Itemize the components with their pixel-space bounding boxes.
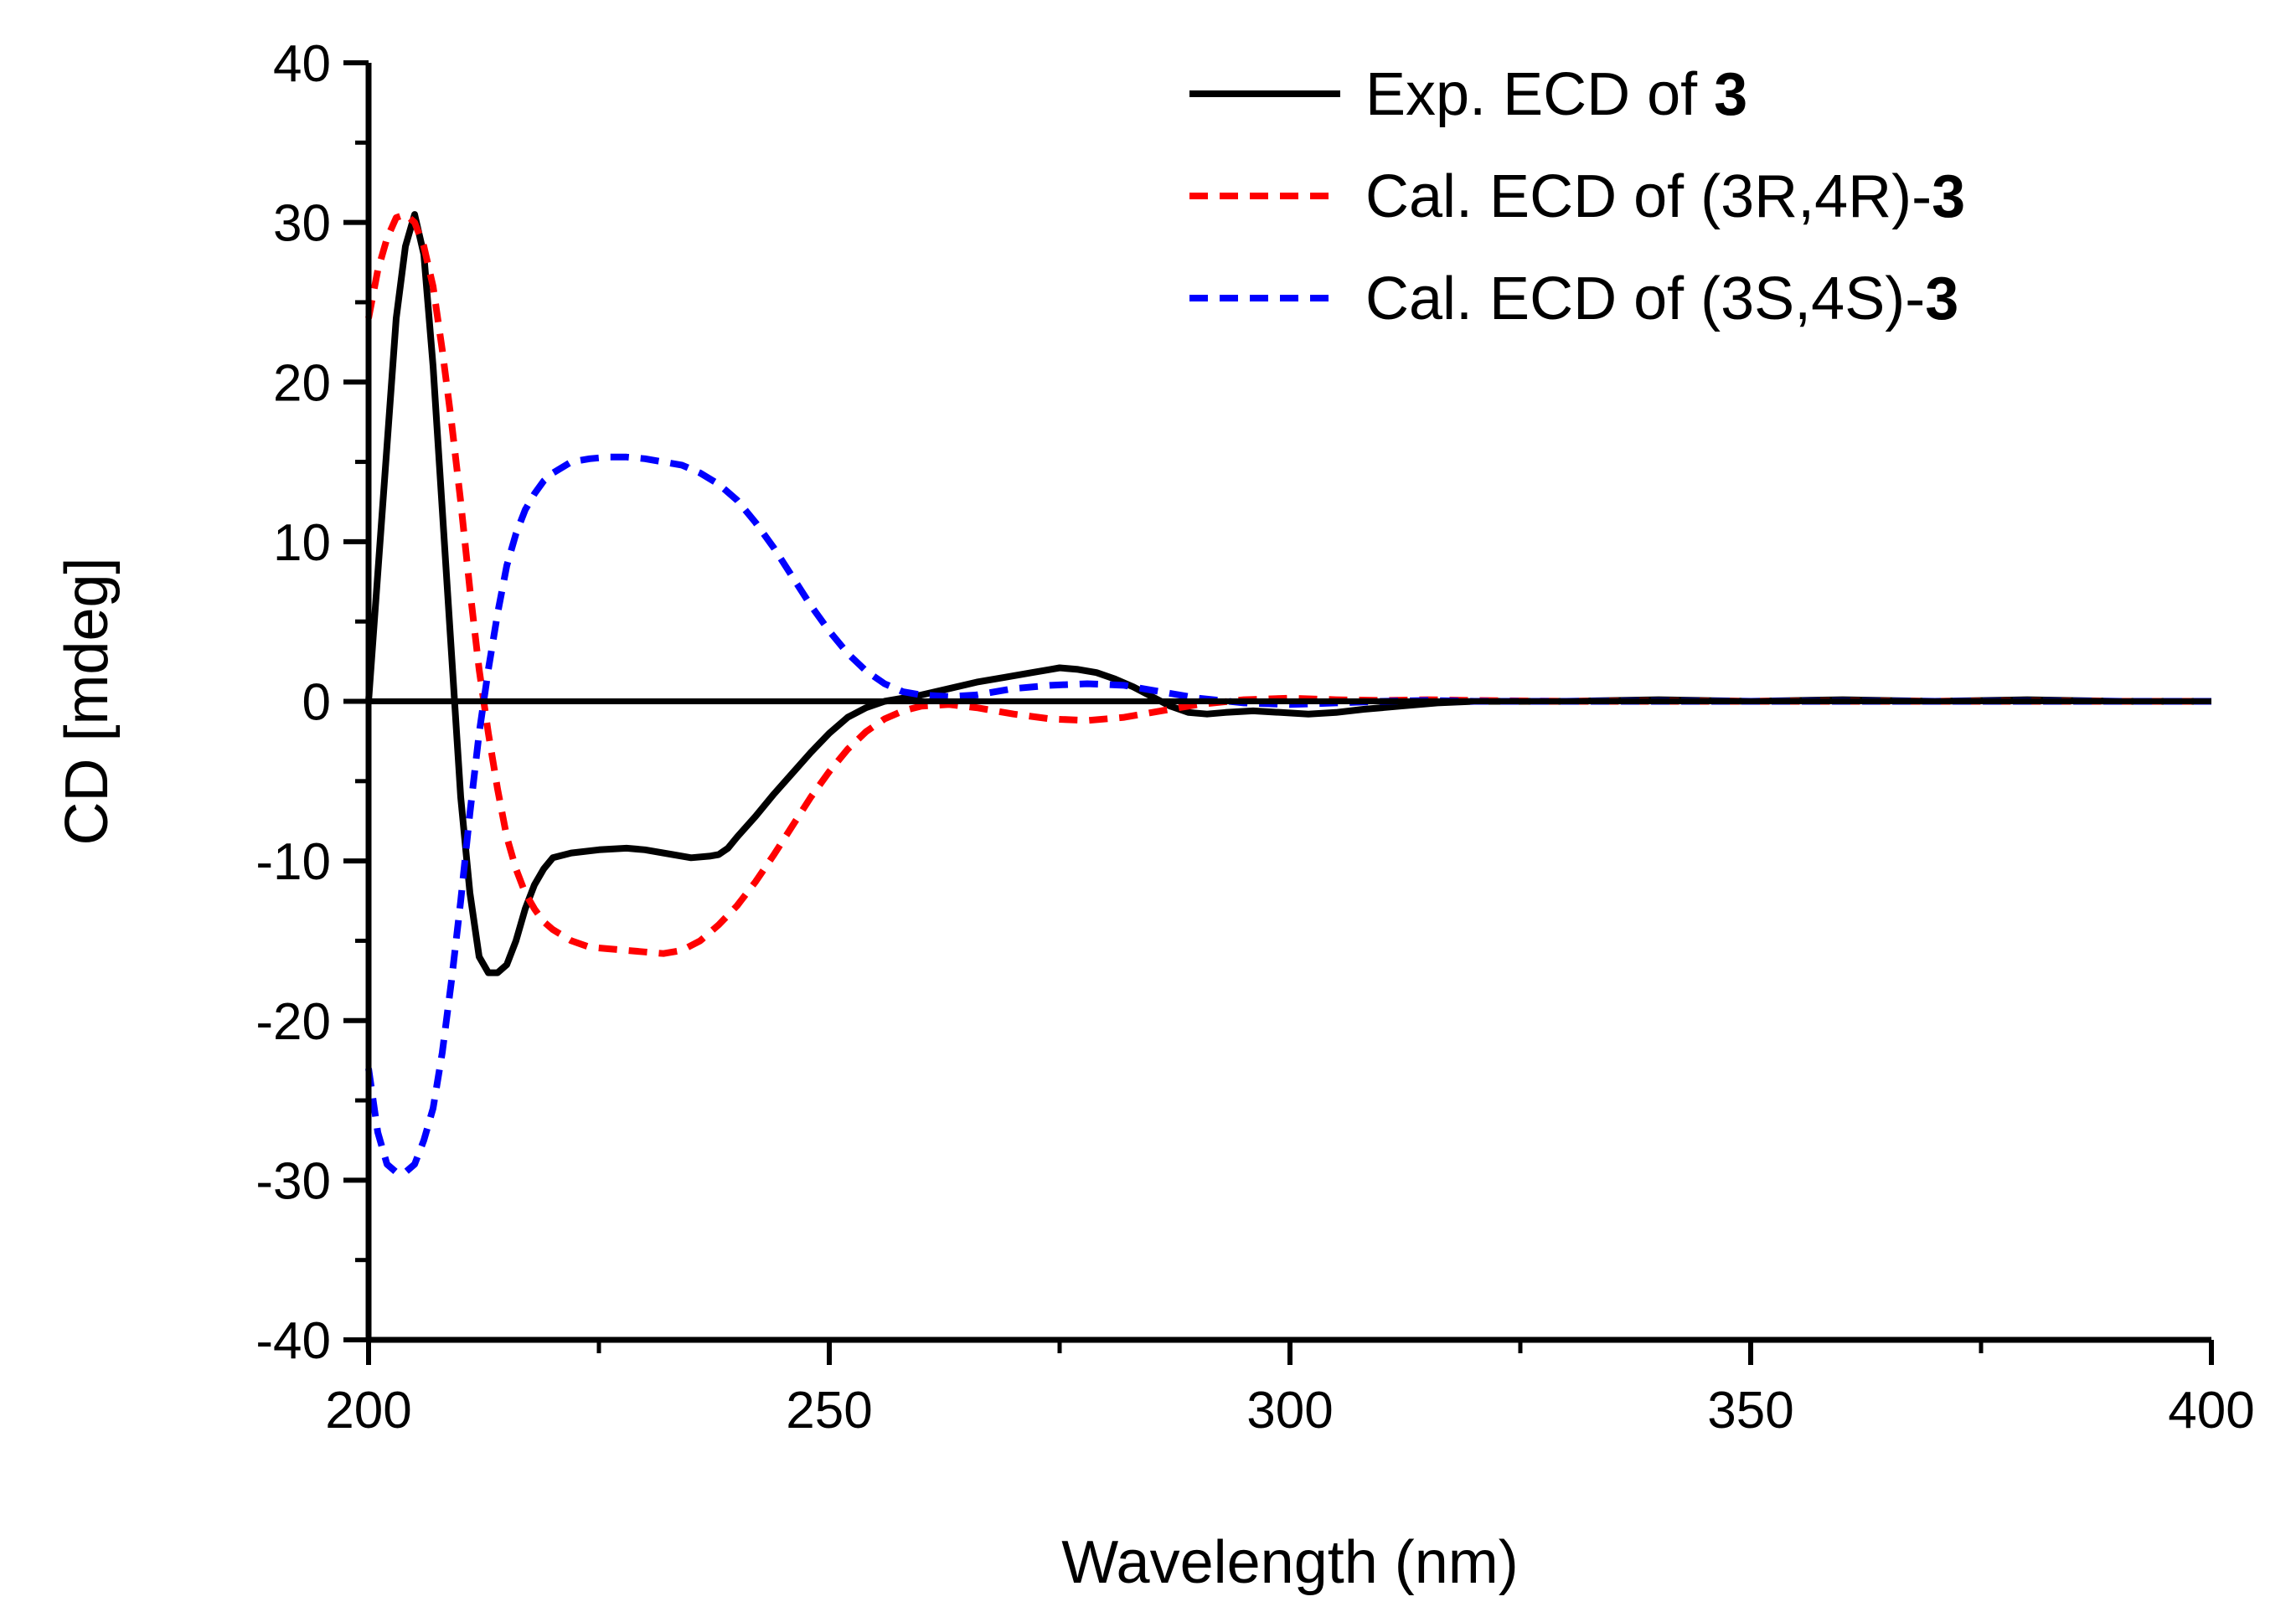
series-layer [365, 211, 2211, 1176]
x-tick-label: 300 [1246, 1382, 1333, 1439]
legend-label-1: Exp. ECD of 3 [1365, 61, 1747, 128]
ticks-layer: -40 -30 -20 -10 0 10 20 30 40 200 250 300 350 400 [255, 35, 2254, 1439]
y-axis-title: CD [mdeg] [54, 557, 121, 845]
legend-label-3: Cal. ECD of (3S,4S)-3 [1365, 265, 1958, 332]
y-tick-label: -10 [255, 833, 331, 891]
x-tick-label: 200 [325, 1382, 411, 1439]
y-tick-label: -40 [255, 1312, 331, 1370]
y-tick-label: -20 [255, 993, 331, 1051]
x-tick-label: 400 [2168, 1382, 2254, 1439]
series-line-1 [365, 211, 2211, 976]
y-tick-label: 10 [273, 514, 331, 572]
y-tick-label: 40 [273, 35, 331, 93]
series-line-3 [365, 453, 2211, 1176]
y-tick-label: 0 [302, 674, 331, 732]
legend-label-2: Cal. ECD of (3R,4R)-3 [1365, 163, 1965, 230]
x-axis-title: Wavelength (nm) [1061, 1529, 1519, 1596]
x-tick-label: 350 [1707, 1382, 1793, 1439]
y-tick-label: -30 [255, 1152, 331, 1210]
y-tick-label: 30 [273, 195, 331, 253]
x-tick-label: 250 [786, 1382, 872, 1439]
series-line-2 [365, 211, 2211, 957]
y-tick-label: 20 [273, 354, 331, 412]
legend: Exp. ECD of 3 Cal. ECD of (3R,4R)-3 Cal. E… [1189, 61, 1965, 332]
